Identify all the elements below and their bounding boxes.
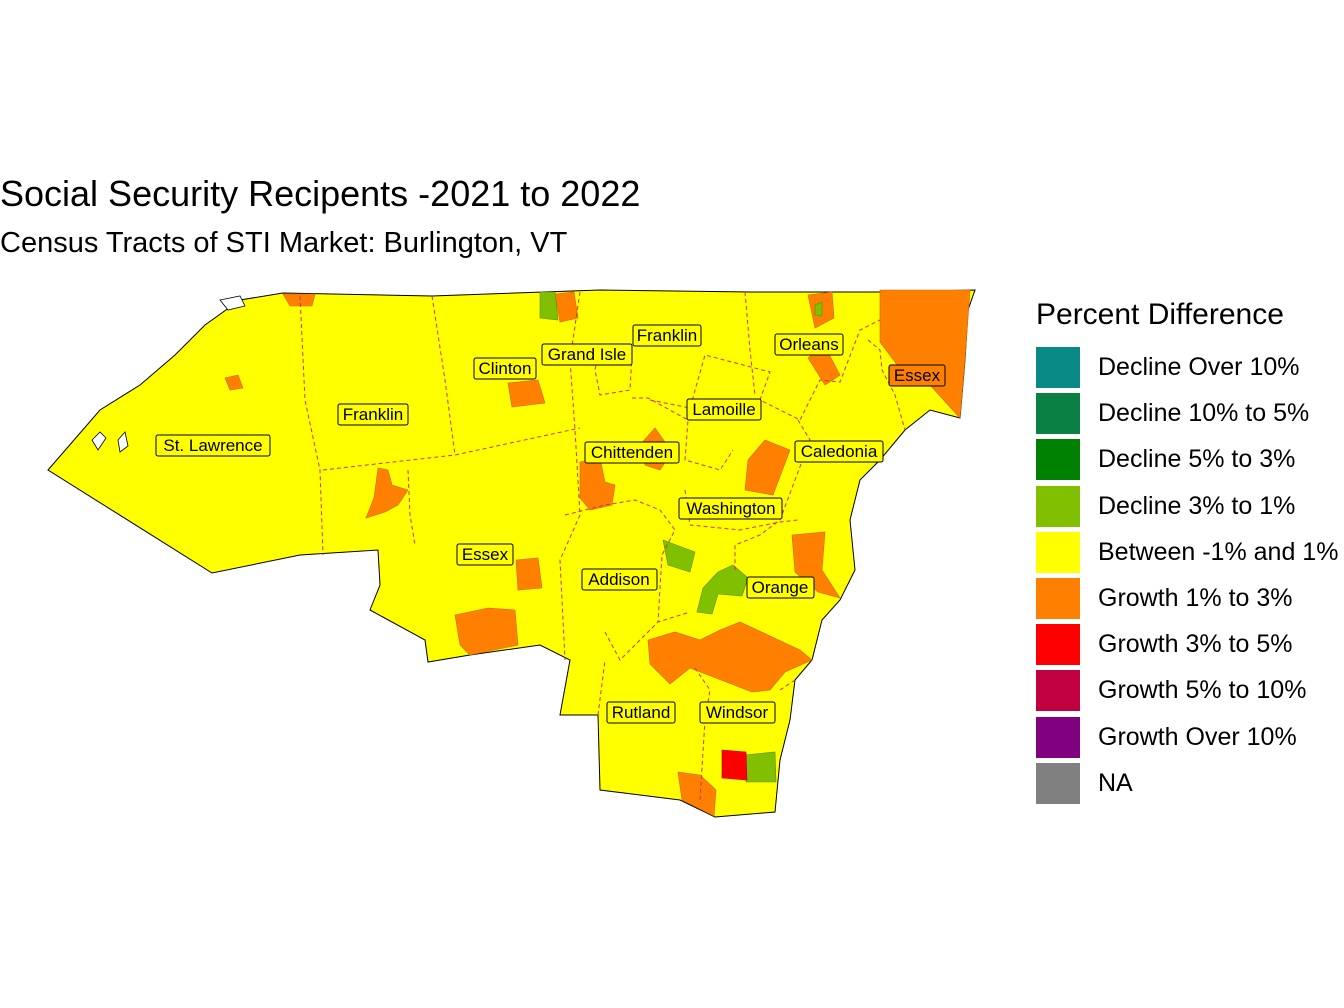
legend-swatch	[1036, 624, 1080, 666]
map-title: Social Security Recipents -2021 to 2022	[0, 173, 641, 214]
county-label-caledonia: Caledonia	[794, 440, 884, 463]
svg-text:St. Lawrence: St. Lawrence	[163, 436, 262, 455]
legend-label: Growth 1% to 3%	[1098, 583, 1293, 612]
legend-label: Between -1% and 1%	[1098, 537, 1339, 566]
county-label-grand-isle: Grand Isle	[541, 343, 633, 366]
county-label-orange: Orange	[746, 576, 815, 599]
svg-text:Windsor: Windsor	[706, 703, 769, 722]
legend-swatch	[1036, 439, 1080, 481]
county-label-orleans: Orleans	[774, 333, 844, 356]
county-label-windsor: Windsor	[699, 701, 776, 724]
legend-swatch	[1036, 762, 1080, 804]
county-label-clinton: Clinton	[473, 357, 537, 380]
legend-label: Growth 3% to 5%	[1098, 630, 1293, 659]
legend-label: Growth 5% to 10%	[1098, 676, 1307, 705]
legend-swatch	[1036, 577, 1080, 619]
svg-text:Clinton: Clinton	[479, 359, 532, 378]
county-label-lamoille: Lamoille	[686, 398, 762, 421]
county-label-essex-ny: Essex	[456, 543, 514, 566]
svg-text:Franklin: Franklin	[343, 405, 403, 424]
legend-label: Decline 5% to 3%	[1098, 445, 1296, 474]
river-islands	[91, 295, 246, 453]
map-subtitle: Census Tracts of STI Market: Burlington,…	[0, 227, 568, 259]
svg-text:Washington: Washington	[686, 499, 775, 518]
svg-text:Essex: Essex	[894, 366, 941, 385]
legend-swatch	[1036, 347, 1080, 388]
county-label-rutland: Rutland	[606, 701, 676, 724]
county-label-franklin-vt: Franklin	[632, 324, 702, 347]
svg-text:Franklin: Franklin	[637, 326, 697, 345]
legend-label: NA	[1098, 768, 1133, 797]
tract-growth-3-5	[721, 749, 748, 781]
county-label-franklin-ny: Franklin	[337, 403, 409, 426]
county-label-essex-vt: Essex	[888, 364, 946, 387]
svg-text:Rutland: Rutland	[612, 703, 671, 722]
svg-text:Lamoille: Lamoille	[692, 400, 755, 419]
svg-text:Grand Isle: Grand Isle	[548, 345, 626, 364]
legend-swatch	[1036, 485, 1080, 527]
svg-text:Essex: Essex	[462, 545, 509, 564]
county-label-washington: Washington	[678, 497, 783, 520]
county-label-st-lawrence: St. Lawrence	[155, 434, 271, 457]
legend-swatch	[1036, 531, 1080, 573]
legend-swatch	[1036, 670, 1080, 712]
svg-text:Chittenden: Chittenden	[591, 443, 673, 462]
county-boundaries	[299, 291, 906, 801]
legend-label: Growth Over 10%	[1098, 722, 1297, 751]
svg-text:Addison: Addison	[588, 570, 649, 589]
svg-text:Orleans: Orleans	[779, 335, 839, 354]
county-label-addison: Addison	[581, 568, 658, 591]
svg-text:Orange: Orange	[752, 578, 809, 597]
legend-label: Decline 3% to 1%	[1098, 491, 1296, 520]
tracts-decline-1-3	[539, 291, 823, 783]
legend-title: Percent Difference	[1036, 298, 1284, 331]
county-labels: St. Lawrence Franklin Clinton Grand Isle…	[155, 324, 946, 724]
legend-label: Decline 10% to 5%	[1098, 399, 1310, 428]
legend-swatch	[1036, 393, 1080, 435]
county-label-chittenden: Chittenden	[584, 441, 680, 464]
tract-map: St. Lawrence Franklin Clinton Grand Isle…	[47, 289, 976, 818]
svg-text:Caledonia: Caledonia	[801, 442, 878, 461]
legend-swatch	[1036, 716, 1080, 758]
legend-label: Decline Over 10%	[1098, 353, 1300, 381]
